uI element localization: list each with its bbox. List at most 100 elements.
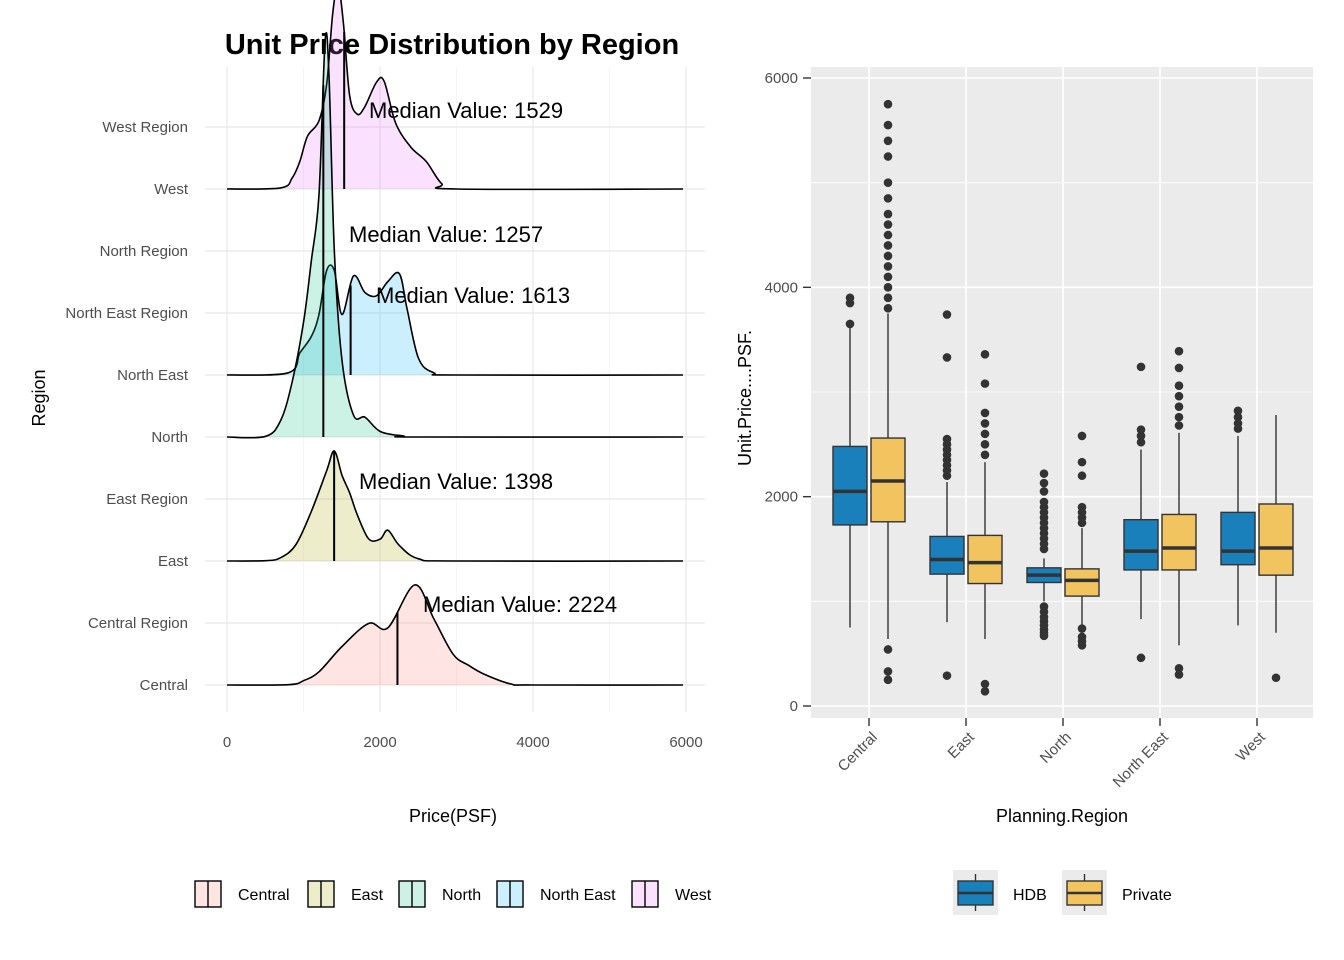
boxplot-gridlines xyxy=(811,67,1313,718)
outlier-point xyxy=(883,178,893,187)
density-line xyxy=(226,584,684,686)
box-hdb-north-east xyxy=(1123,362,1159,663)
outlier-point xyxy=(883,645,893,654)
outlier-point xyxy=(1174,363,1184,373)
outlier-point xyxy=(1077,471,1087,481)
box-iqr xyxy=(1123,518,1159,571)
density-series-north xyxy=(226,32,684,439)
outlier-point xyxy=(1039,602,1049,611)
ridgeline-y-tick-label: West xyxy=(154,181,189,198)
box-iqr xyxy=(832,445,868,526)
ridgeline-y-tick-label: West Region xyxy=(102,119,188,136)
ridgeline-x-tick-label: 6000 xyxy=(669,734,702,751)
boxplot-boxes xyxy=(832,99,1294,696)
ridgeline-legend-item: West xyxy=(631,880,712,908)
outlier-point xyxy=(883,152,893,161)
outlier-point xyxy=(1233,412,1243,422)
boxplot-legend-item: HDB xyxy=(953,870,1047,915)
outlier-point xyxy=(1136,437,1146,447)
legend-label: Private xyxy=(1122,887,1172,904)
outlier-point xyxy=(1174,421,1184,430)
outlier-point xyxy=(980,350,990,359)
outlier-point xyxy=(1233,406,1243,416)
box-hdb-central xyxy=(832,293,868,628)
ridgeline-y-tick-label: East Region xyxy=(106,491,188,508)
box-private-east xyxy=(967,350,1003,696)
boxplot-x-tick-label: West xyxy=(1233,728,1270,765)
ridgeline-y-axis-label: Region xyxy=(29,369,49,426)
outlier-point xyxy=(1077,632,1087,642)
outlier-point xyxy=(883,262,893,271)
outlier-point xyxy=(883,220,893,229)
outlier-point xyxy=(1174,664,1184,673)
box-private-central xyxy=(870,99,906,685)
outlier-point xyxy=(883,194,893,203)
boxplot-x-tick-label: East xyxy=(945,728,979,762)
outlier-point xyxy=(883,230,893,240)
outlier-point xyxy=(1039,469,1049,478)
outlier-point xyxy=(1039,478,1049,488)
outlier-point xyxy=(883,675,893,685)
ridgeline-y-tick-label: Central xyxy=(140,677,188,694)
boxplot-y-tick-label: 2000 xyxy=(765,489,798,506)
boxplot-y-tick-label: 6000 xyxy=(765,70,798,87)
outlier-point xyxy=(1039,497,1049,507)
ridgeline-y-tick-label: North xyxy=(151,429,188,446)
legend-label: East xyxy=(351,887,384,904)
outlier-point xyxy=(845,319,855,329)
density-series-east xyxy=(226,450,684,562)
density-line xyxy=(226,32,684,439)
boxplot-legend-item: Private xyxy=(1062,870,1172,915)
density-fill xyxy=(227,265,683,376)
ridgeline-legend-item: North xyxy=(398,880,481,908)
box-iqr xyxy=(929,535,965,575)
legend-label: North xyxy=(442,887,481,904)
density-line xyxy=(226,0,684,191)
outlier-point xyxy=(942,434,952,444)
outlier-point xyxy=(942,671,952,680)
outlier-point xyxy=(980,408,990,418)
outlier-point xyxy=(883,99,893,109)
outlier-point xyxy=(883,120,893,130)
ridgeline-y-tick-label: North East xyxy=(117,367,189,384)
outlier-point xyxy=(883,241,893,250)
outlier-point xyxy=(883,251,893,261)
outlier-point xyxy=(980,440,990,449)
legend-label: West xyxy=(675,887,712,904)
outlier-point xyxy=(1136,431,1146,441)
boxplot-x-tick-label: North East xyxy=(1110,728,1173,791)
outlier-point xyxy=(883,667,893,676)
density-fill xyxy=(227,0,683,190)
box-iqr xyxy=(1161,513,1197,571)
ridgeline-y-tick-label: East xyxy=(158,553,189,570)
median-value-label: Median Value: 1257 xyxy=(349,222,543,247)
boxplot-y-tick-label: 0 xyxy=(790,698,798,715)
outlier-point xyxy=(1233,419,1243,428)
ridgeline-y-tick-label: North East Region xyxy=(65,305,188,322)
boxplot-chart: 0 2000 4000 6000 Central East North North East… xyxy=(735,67,1313,915)
median-value-label: Median Value: 1529 xyxy=(369,98,563,123)
outlier-point xyxy=(980,687,990,696)
boxplot-y-tick-labels: 0 2000 4000 6000 xyxy=(765,70,811,715)
outlier-point xyxy=(1077,624,1087,633)
outlier-point xyxy=(1039,487,1049,496)
ridgeline-y-tick-label: Central Region xyxy=(88,615,188,632)
boxplot-x-tick-label: Central xyxy=(835,729,881,775)
box-iqr xyxy=(1064,568,1100,597)
ridgeline-y-tick-labels: Central Central Region East East Region Nort… xyxy=(65,119,188,694)
outlier-point xyxy=(883,303,893,313)
outlier-point xyxy=(1174,670,1184,679)
density-series-central xyxy=(226,584,684,686)
outlier-point xyxy=(883,293,893,303)
legend-label: North East xyxy=(540,887,616,904)
ridgeline-legend-item: North East xyxy=(496,880,616,908)
median-value-label: Median Value: 1398 xyxy=(359,469,553,494)
boxplot-y-tick-label: 4000 xyxy=(765,279,798,296)
outlier-point xyxy=(1174,391,1184,401)
box-hdb-east xyxy=(929,310,965,680)
density-fill xyxy=(227,584,683,686)
box-private-west xyxy=(1258,415,1294,683)
median-value-label: Median Value: 1613 xyxy=(376,283,570,308)
outlier-point xyxy=(845,293,855,303)
